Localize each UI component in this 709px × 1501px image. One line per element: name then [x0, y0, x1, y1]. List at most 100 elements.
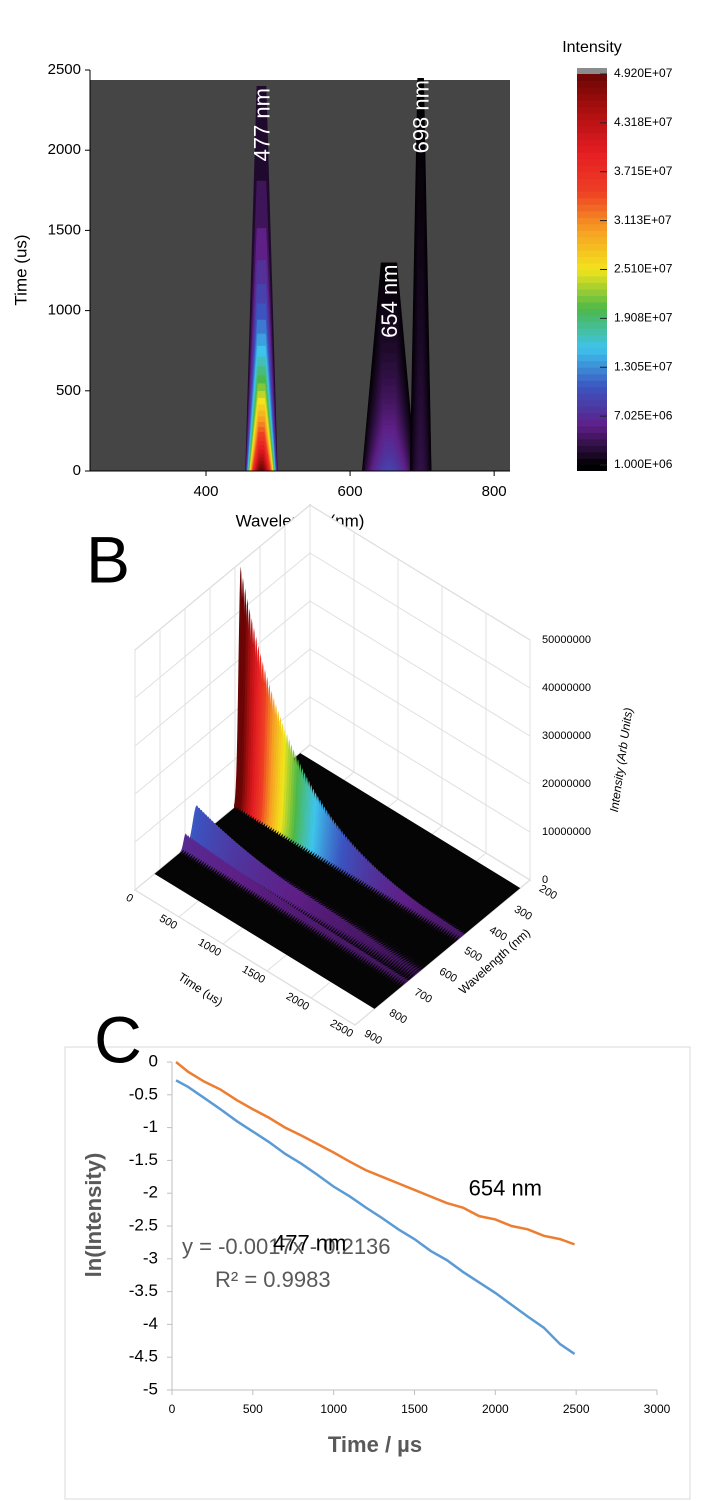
panel-label: B — [86, 522, 130, 596]
colorbar-cell — [577, 197, 607, 205]
colorbar-tick-label: 3.113E+07 — [614, 213, 672, 227]
surface-slice — [388, 971, 401, 982]
z-tick-label: 0 — [542, 874, 548, 886]
colorbar-cell — [577, 308, 607, 316]
x-tick-label: 500 — [243, 1402, 263, 1416]
colorbar-cell — [577, 419, 607, 427]
x-tick-label: 0 — [169, 1402, 176, 1416]
intensity-layer — [258, 467, 265, 471]
colorbar-cell — [577, 171, 607, 179]
panel-label: C — [94, 1002, 142, 1076]
colorbar-tick-label: 1.908E+07 — [614, 311, 673, 325]
surface-slice — [201, 849, 214, 867]
colorbar-cell — [577, 425, 607, 433]
surface-slice — [203, 850, 216, 868]
surface-slice — [243, 878, 256, 893]
surface-slice — [188, 840, 201, 859]
z-tick-label: 40000000 — [542, 682, 591, 694]
z-tick-label: 10000000 — [542, 826, 591, 838]
surface-slice — [241, 876, 254, 891]
y-tick-label: 900 — [362, 1028, 384, 1048]
surface-slice — [238, 875, 251, 890]
x-tick-label: 2500 — [563, 1402, 590, 1416]
colorbar-cell — [577, 282, 607, 290]
surface-slice — [179, 833, 192, 854]
colorbar-cell — [577, 399, 607, 407]
y-tick-label: -2 — [143, 1183, 158, 1202]
grid-line — [309, 552, 531, 689]
colorbar-cell — [577, 249, 607, 257]
series-label: 654 nm — [469, 1175, 542, 1200]
colorbar-cell — [577, 210, 607, 218]
y-tick-label: 1500 — [48, 221, 81, 238]
colorbar-title: Intensity — [562, 39, 622, 56]
colorbar-cell — [577, 217, 607, 225]
colorbar-cell — [577, 412, 607, 420]
grid-line — [309, 504, 531, 641]
y-tick-label: -5 — [143, 1379, 158, 1398]
grid-line — [134, 504, 311, 651]
x-tick-label: 0 — [124, 892, 135, 905]
grid-line — [309, 600, 531, 737]
y-tick-label: 800 — [387, 1007, 409, 1027]
y-tick-label: 0 — [149, 1051, 158, 1070]
surface-slice — [395, 975, 408, 986]
surface-slice — [192, 843, 205, 862]
colorbar-cell — [577, 269, 607, 277]
surface-slice — [370, 960, 383, 971]
colorbar-cell — [577, 236, 607, 244]
colorbar-cell — [577, 451, 607, 459]
colorbar-cell — [577, 458, 607, 466]
colorbar-cell — [577, 165, 607, 173]
plot-background — [90, 80, 510, 471]
x-tick-label: 600 — [338, 483, 363, 500]
colorbar-cell — [577, 74, 607, 82]
panel-frame — [64, 1046, 691, 1500]
colorbar-cell — [577, 334, 607, 342]
grid-line — [134, 648, 311, 795]
colorbar-cell — [577, 191, 607, 199]
surface-slice — [216, 860, 229, 877]
colorbar-cell — [577, 256, 607, 264]
surface-slice — [190, 841, 203, 860]
y-axis-title: Time (us) — [11, 234, 30, 305]
y-tick-label: -1 — [143, 1117, 158, 1136]
colorbar-cell — [577, 432, 607, 440]
y-tick-label: 2000 — [48, 141, 81, 158]
y-tick-label: 700 — [412, 986, 434, 1006]
surface-slice — [245, 879, 258, 894]
colorbar-cell — [577, 347, 607, 355]
colorbar-tick-label: 7.025E+06 — [614, 408, 673, 422]
colorbar-cell — [577, 93, 607, 101]
surface-slice — [247, 881, 260, 895]
surface-slice — [451, 930, 466, 942]
z-tick-label: 20000000 — [542, 778, 591, 790]
intensity-layer — [417, 455, 424, 471]
colorbar-cell — [577, 126, 607, 134]
y-tick-label: 300 — [512, 903, 534, 923]
colorbar-cell — [577, 87, 607, 95]
colorbar-cell — [577, 315, 607, 323]
r-squared: R² = 0.9983 — [215, 1267, 331, 1292]
x-tick-label: 1500 — [401, 1402, 428, 1416]
heatmap — [245, 78, 432, 471]
y-tick-label: 600 — [437, 966, 459, 986]
series-line — [175, 1079, 576, 1355]
colorbar-tick-label: 1.305E+07 — [614, 359, 673, 373]
colorbar-cell — [577, 393, 607, 401]
y-tick-label: -2.5 — [129, 1215, 158, 1234]
surface-slice — [397, 976, 410, 987]
y-tick-label: 0 — [73, 462, 81, 479]
colorbar-cell — [577, 152, 607, 160]
colorbar-over — [577, 68, 607, 74]
colorbar-cell — [577, 276, 607, 284]
colorbar-cell — [577, 119, 607, 127]
z-tick-label: 50000000 — [542, 634, 591, 646]
x-tick-label: 3000 — [644, 1402, 671, 1416]
y-tick-label: -4.5 — [129, 1347, 158, 1366]
colorbar-under — [577, 465, 607, 471]
colorbar-cell — [577, 341, 607, 349]
peak-label: 654 nm — [377, 264, 402, 337]
y-tick-label: 500 — [56, 382, 81, 399]
